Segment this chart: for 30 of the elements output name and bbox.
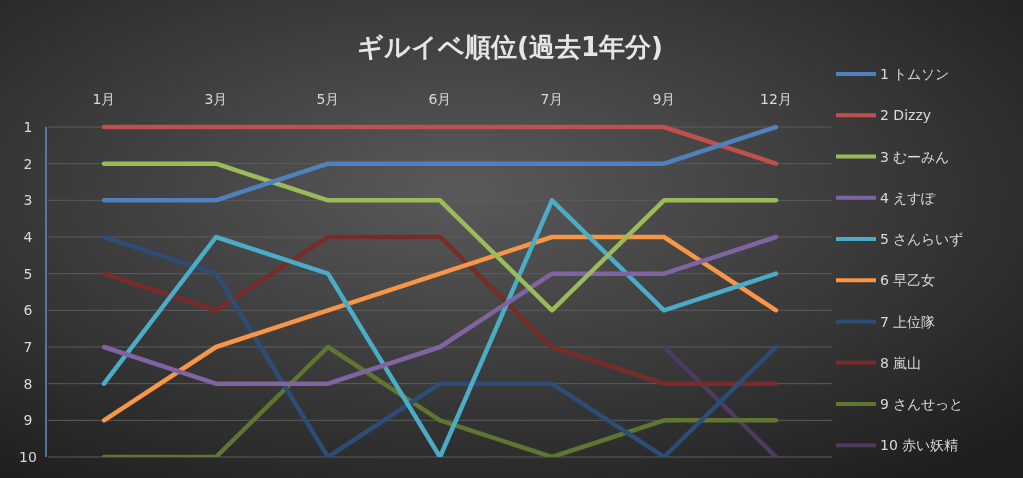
y-tick-label: 9 — [23, 412, 33, 429]
legend-label: 8 嵐山 — [880, 354, 922, 371]
y-tick-label: 1 — [23, 119, 33, 135]
legend-label: 9 さんせっと — [880, 396, 964, 412]
legend-label: 7 上位隊 — [880, 313, 936, 330]
x-tick-label: 6月 — [428, 91, 452, 107]
y-tick-label: 4 — [23, 229, 33, 245]
y-tick-label: 10 — [19, 449, 37, 465]
y-tick-label: 2 — [23, 155, 33, 172]
x-tick-label: 1月 — [92, 91, 116, 107]
line-series — [101, 234, 779, 423]
x-tick-label: 5月 — [316, 91, 340, 107]
legend-label: 6 早乙女 — [880, 272, 936, 289]
x-tick-label: 3月 — [204, 91, 228, 107]
legend-label: 10 赤い妖精 — [880, 437, 959, 454]
x-tick-label: 12月 — [760, 91, 792, 107]
y-tick-label: 8 — [23, 375, 33, 392]
legend-label: 5 さんらいず — [880, 231, 964, 247]
y-tick-label: 6 — [23, 302, 33, 319]
y-tick-label: 3 — [23, 192, 33, 209]
x-tick-label: 7月 — [540, 91, 564, 107]
x-tick-label: 9月 — [652, 91, 676, 107]
legend-label: 1 トムソン — [880, 66, 950, 82]
y-tick-label: 7 — [23, 339, 33, 355]
chart-title: ギルイベ順位(過去1年分) — [357, 32, 663, 62]
legend-label: 3 むーみん — [880, 148, 950, 165]
y-tick-label: 5 — [23, 265, 33, 282]
line-series — [101, 234, 779, 386]
legend-label: 4 えすぽ — [880, 189, 937, 206]
legend-label: 2 Dizzy — [880, 107, 932, 124]
